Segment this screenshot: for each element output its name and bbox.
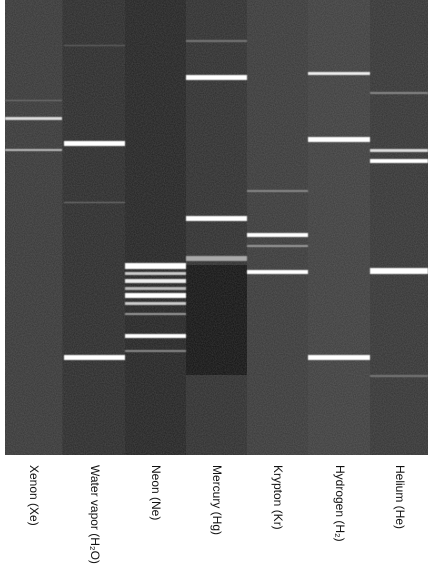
element-label: Mercury (Hg): [210, 465, 224, 535]
element-label: Krypton (Kr): [271, 465, 285, 530]
spectra-panel: [5, 0, 428, 455]
spectra-figure: Xenon (Xe) Water vapor (H₂O) Neon (Ne) M…: [0, 0, 428, 576]
element-label: Neon (Ne): [149, 465, 163, 520]
element-label: Xenon (Xe): [27, 465, 41, 526]
element-label: Water vapor (H₂O): [88, 465, 102, 564]
page: Xenon (Xe) Water vapor (H₂O) Neon (Ne) M…: [0, 0, 428, 576]
element-label: Hydrogen (H₂): [333, 465, 347, 542]
labels: Xenon (Xe) Water vapor (H₂O) Neon (Ne) M…: [27, 465, 407, 564]
element-label: Helium (He): [393, 465, 407, 529]
